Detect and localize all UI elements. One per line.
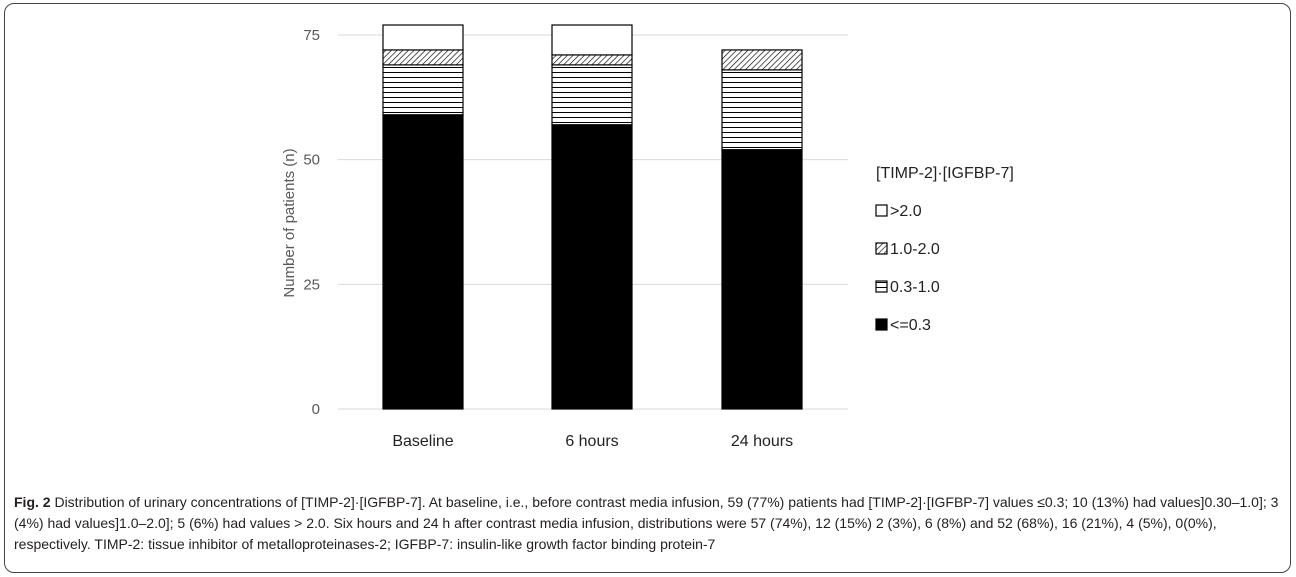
legend-swatch (875, 204, 888, 217)
figure-caption: Fig. 2 Distribution of urinary concentra… (14, 492, 1279, 555)
legend-entry: 0.3-1.0 (890, 279, 940, 296)
bar-segment (721, 69, 803, 151)
bar-segment (551, 24, 633, 56)
legend-entry: 1.0-2.0 (890, 241, 940, 258)
bar-segment (721, 49, 803, 71)
y-tick-label: 0 (312, 401, 320, 418)
legend-swatch (875, 280, 888, 293)
legend-swatch (875, 242, 888, 255)
legend-title: [TIMP-2]·[IGFBP-7] (876, 165, 1014, 182)
bar-segment (551, 124, 633, 410)
bar-segment (382, 64, 464, 116)
caption-label: Fig. 2 (14, 494, 51, 510)
y-axis-label: Number of patients (n) (281, 148, 298, 297)
bar-segment (721, 149, 803, 410)
bar-segment (551, 64, 633, 126)
y-tick-labels: 0 25 50 75 (303, 27, 320, 418)
bar-segment (382, 49, 464, 66)
bars (382, 24, 803, 410)
x-tick-labels: Baseline 6 hours 24 hours (392, 433, 793, 450)
y-tick-label: 50 (303, 152, 320, 169)
bar-segment (551, 54, 633, 66)
legend-entry: <=0.3 (890, 317, 931, 334)
bar-segment (382, 114, 464, 410)
caption-text: Distribution of urinary concentrations o… (14, 494, 1279, 552)
legend-entry: >2.0 (890, 203, 922, 220)
legend-swatch (875, 318, 888, 331)
x-tick-label: 24 hours (731, 433, 793, 450)
bar-segment (382, 24, 464, 51)
stacked-bar-chart: 0 25 50 75 Baseline 6 hours 24 hours Number o… (281, 24, 1014, 450)
legend: [TIMP-2]·[IGFBP-7] >2.0 1.0-2.0 0.3-1.0 <=0… (875, 165, 1014, 334)
y-tick-label: 25 (303, 276, 320, 293)
x-tick-label: Baseline (392, 433, 453, 450)
x-tick-label: 6 hours (565, 433, 618, 450)
figure-frame (4, 3, 1291, 573)
y-tick-label: 75 (303, 27, 320, 44)
